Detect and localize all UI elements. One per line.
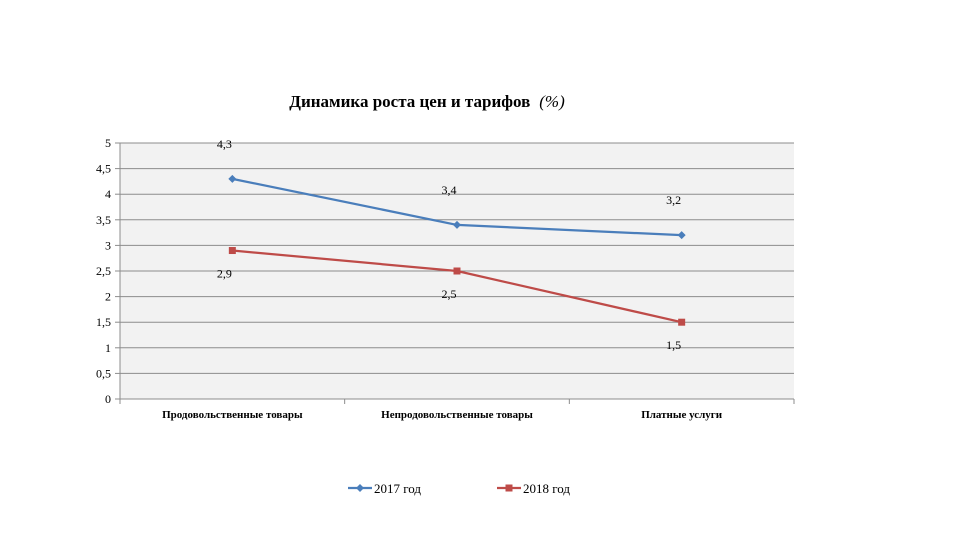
legend-entry: 2017 год xyxy=(348,481,421,496)
series-2: 2,9 2,5 1,5 xyxy=(217,247,686,352)
legend-marker xyxy=(505,484,513,492)
data-point xyxy=(228,174,237,183)
data-point xyxy=(228,247,236,255)
data-point xyxy=(677,231,686,240)
y-tick-label: 3,5 xyxy=(96,213,111,227)
legend-label: 2018 год xyxy=(523,481,570,496)
y-tick-label: 0 xyxy=(105,392,111,406)
y-tick-label: 4 xyxy=(105,187,111,201)
series-1: 4,3 3,4 3,2 xyxy=(217,137,686,240)
x-category-label: Продовольственные товары xyxy=(162,409,303,421)
data-point xyxy=(453,267,461,275)
y-tick-label: 4,5 xyxy=(96,162,111,176)
legend: 2017 год 2018 год xyxy=(348,481,570,496)
chart-title-text: Динамика роста цен и тарифов xyxy=(289,92,530,111)
x-category-label: Платные услуги xyxy=(641,409,723,421)
y-tick-label: 5 xyxy=(105,136,111,150)
axes xyxy=(115,142,795,404)
legend-entry: 2018 год xyxy=(497,481,570,496)
data-label: 1,5 xyxy=(666,338,681,352)
data-label: 4,3 xyxy=(217,137,232,151)
data-label: 2,9 xyxy=(217,267,232,281)
series-group: 4,3 3,4 3,2 2,9 2,5 1,5 xyxy=(217,137,686,352)
y-tick-label: 0,5 xyxy=(96,366,111,380)
y-tick-label: 1 xyxy=(105,341,111,355)
chart-title-unit: (%) xyxy=(539,92,565,111)
y-tick-label: 2,5 xyxy=(96,264,111,278)
data-label: 3,2 xyxy=(666,193,681,207)
x-axis-category-labels: Продовольственные товары Непродовольствен… xyxy=(162,409,723,421)
data-point xyxy=(453,220,461,229)
svg-text:Динамика роста цен и тарифов: Динамика роста цен и тарифов (%) xyxy=(289,92,565,111)
y-tick-label: 2 xyxy=(105,290,111,304)
y-axis-tick-labels: 0 0,5 1 1,5 2 2,5 3 3,5 4 4,5 5 xyxy=(96,136,111,406)
legend-marker xyxy=(356,484,364,492)
y-tick-label: 3 xyxy=(105,238,111,252)
chart-title: Динамика роста цен и тарифов (%) xyxy=(289,92,565,111)
data-label: 2,5 xyxy=(442,287,457,301)
data-label: 3,4 xyxy=(442,183,457,197)
data-point xyxy=(678,318,686,326)
x-category-label: Непродовольственные товары xyxy=(381,409,533,421)
y-tick-label: 1,5 xyxy=(96,315,111,329)
legend-label: 2017 год xyxy=(374,481,421,496)
gridlines xyxy=(120,142,794,374)
